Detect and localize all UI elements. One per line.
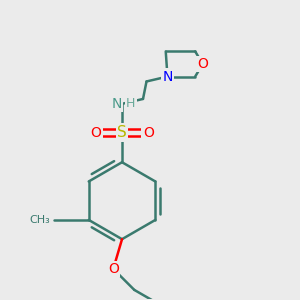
Text: O: O	[90, 125, 101, 140]
Text: N: N	[162, 70, 173, 84]
Text: N: N	[112, 97, 122, 111]
Text: O: O	[197, 57, 208, 71]
Text: H: H	[126, 97, 136, 110]
Text: S: S	[117, 125, 127, 140]
Text: O: O	[143, 125, 154, 140]
Text: O: O	[108, 262, 119, 276]
Text: CH₃: CH₃	[29, 215, 50, 225]
